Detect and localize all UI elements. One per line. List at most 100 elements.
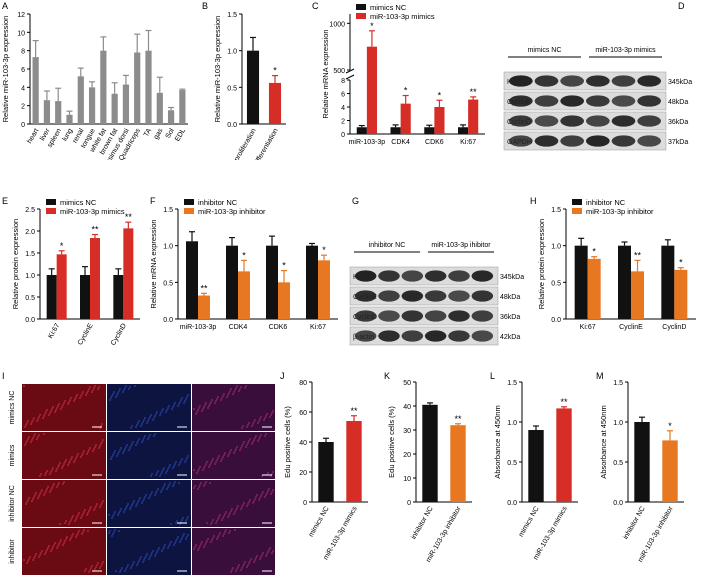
micrograph-cell	[216, 538, 218, 540]
micrograph-cell	[184, 400, 186, 402]
micrograph-cell	[180, 539, 182, 541]
micrograph-cell	[117, 392, 119, 394]
micrograph-cell	[198, 486, 200, 488]
micrograph-cell	[148, 497, 150, 499]
micrograph-cell	[136, 564, 138, 566]
micrograph-cell	[63, 542, 65, 544]
micrograph-cell	[39, 414, 41, 416]
panel-letter-E: E	[2, 196, 8, 206]
micrograph-cell	[99, 506, 101, 508]
micrograph-image	[107, 384, 191, 431]
legend-label: mimics NC	[60, 198, 97, 207]
micrograph-cell	[234, 389, 236, 391]
micrograph-cell	[60, 539, 62, 541]
micrograph-cell	[244, 561, 246, 563]
micrograph-cell	[228, 453, 230, 455]
bar	[618, 245, 631, 319]
micrograph-cell	[239, 388, 241, 390]
micrograph-cell	[109, 399, 111, 401]
y-tick-label: 40	[403, 404, 411, 411]
blot-size-label: 48kDa	[500, 294, 520, 301]
y-tick-label: 0.5	[551, 280, 561, 287]
micrograph-cell	[166, 488, 168, 490]
micrograph-cell	[173, 465, 175, 467]
micrograph-cell	[132, 441, 134, 443]
micrograph-cell	[197, 488, 199, 490]
blot-band	[637, 135, 662, 147]
micrograph-cell	[212, 458, 214, 460]
micrograph-cell	[51, 548, 53, 550]
x-tick-label: CDK6	[269, 324, 288, 331]
micrograph-cell	[168, 545, 170, 547]
micrograph-cell	[170, 541, 172, 543]
significance-marker: **	[454, 414, 462, 424]
blot-band	[424, 330, 447, 342]
micrograph-cell	[63, 481, 65, 483]
blot-band	[448, 270, 470, 282]
micrograph-cell	[136, 424, 138, 426]
micrograph-cell	[46, 409, 48, 411]
micrograph-cell	[97, 562, 99, 564]
micrograph-cell	[41, 489, 43, 491]
bar	[77, 76, 84, 124]
micrograph-cell	[161, 489, 163, 491]
micrograph-cell	[101, 423, 103, 425]
panel-letter-F: F	[150, 196, 156, 206]
micrograph-cell	[45, 490, 47, 492]
micrograph-cell	[269, 547, 271, 549]
micrograph-cell	[125, 446, 127, 448]
micrograph-cell	[129, 386, 131, 388]
chart-M: M 0.0 0.5 1.0 1.5 Absorbance at 450nm inhibito…	[596, 371, 684, 564]
x-tick-label: Ki:67	[47, 322, 61, 339]
micrograph-cell	[62, 404, 64, 406]
micrograph-cell	[148, 558, 150, 560]
micrograph-cell	[91, 391, 93, 393]
micrograph-image	[107, 432, 191, 479]
micrograph-cell	[145, 555, 147, 557]
micrograph-cell	[237, 505, 239, 507]
micrograph-cell	[240, 569, 242, 571]
micrograph-cell	[201, 541, 203, 543]
micrograph-cell	[183, 402, 185, 404]
micrograph-cell	[54, 542, 56, 544]
micrograph-cell	[124, 509, 126, 511]
micrograph-cell	[186, 536, 188, 538]
micrograph-cell	[43, 415, 45, 417]
micrograph-cell	[74, 398, 76, 400]
micrograph-cell	[118, 530, 120, 532]
micrograph-cell	[264, 435, 266, 437]
micrograph-cell	[90, 567, 92, 569]
blot-band	[534, 95, 559, 107]
bar	[111, 93, 118, 124]
micrograph-cell	[88, 510, 90, 512]
micrograph-cell	[267, 472, 269, 474]
micrograph-cell	[34, 433, 36, 435]
micrograph-cell	[139, 497, 141, 499]
chart-K: K 0 10 20 30 40 50 Edu positive cells (%) inhibi…	[384, 371, 472, 564]
micrograph-cell	[149, 416, 151, 418]
blot-band	[611, 115, 636, 127]
y-tick-label: 20	[403, 452, 411, 459]
micrograph-cell	[71, 456, 73, 458]
micrograph-cell	[162, 469, 164, 471]
blot-band	[354, 270, 377, 282]
micrograph-cell	[200, 482, 202, 484]
blot-band	[560, 95, 585, 107]
micrograph-cell	[120, 569, 122, 571]
micrograph-cell	[75, 396, 77, 398]
micrograph-cell	[210, 541, 212, 543]
y-tick-label: 10	[17, 30, 25, 37]
micrograph-cell	[231, 508, 233, 510]
micrograph-cell	[68, 401, 70, 403]
micrograph-cell	[160, 473, 162, 475]
micrograph-cell	[236, 446, 238, 448]
micrograph-cell	[209, 464, 211, 466]
panel-A: A 0 2 4 6 8 10 12 Relative miR-103-3p expression…	[0, 0, 192, 180]
micrograph-cell	[246, 444, 248, 446]
micrograph-cell	[219, 532, 221, 534]
blot-band	[637, 95, 662, 107]
micrograph-cell	[218, 455, 220, 457]
micrograph-cell	[205, 402, 207, 404]
